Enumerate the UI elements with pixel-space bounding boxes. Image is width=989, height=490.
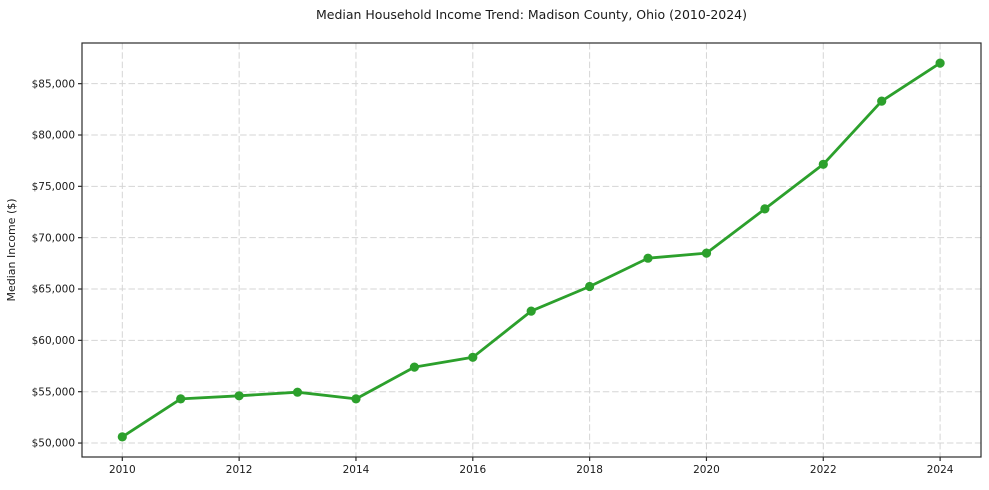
data-point-2014 (351, 394, 361, 404)
data-point-2016 (468, 352, 478, 362)
data-point-2021 (760, 204, 770, 214)
data-point-2018 (585, 281, 595, 292)
data-point-2012 (234, 391, 244, 401)
x-tick-label: 2016 (459, 464, 486, 476)
data-point-2013 (292, 387, 303, 397)
y-tick-label: $55,000 (32, 386, 75, 398)
y-tick-label: $50,000 (32, 438, 75, 450)
data-point-2017 (526, 306, 536, 316)
y-tick-label: $65,000 (32, 284, 75, 296)
x-tick-label: 2020 (693, 464, 720, 476)
y-tick-label: $80,000 (32, 130, 75, 142)
y-axis-label: Median Income ($) (5, 198, 18, 301)
data-point-2011 (176, 394, 186, 404)
chart-title: Median Household Income Trend: Madison C… (315, 7, 748, 22)
data-point-2015 (409, 362, 419, 372)
plot-border (81, 42, 982, 458)
data-point-2023 (877, 96, 887, 106)
axis-ticks: 2010 2012 2014 2016 2018 2020 2022 2024 $50,000 $… (32, 78, 954, 476)
trend-line (120, 61, 942, 439)
x-tick-label: 2022 (810, 464, 837, 476)
y-tick-label: $60,000 (32, 335, 75, 347)
gridlines (82, 43, 981, 457)
x-tick-label: 2012 (226, 464, 253, 476)
data-point-2010 (117, 432, 127, 442)
data-point-2022 (818, 159, 828, 169)
y-tick-label: $70,000 (32, 232, 75, 244)
x-tick-label: 2014 (343, 464, 370, 476)
data-points (117, 58, 945, 442)
data-point-2020 (701, 248, 712, 258)
x-tick-label: 2010 (109, 464, 136, 476)
y-tick-label: $75,000 (32, 181, 75, 193)
x-tick-label: 2024 (927, 464, 954, 476)
data-point-2019 (643, 253, 653, 263)
x-tick-label: 2018 (576, 464, 603, 476)
data-point-2024 (935, 58, 945, 68)
y-tick-label: $85,000 (32, 78, 75, 90)
